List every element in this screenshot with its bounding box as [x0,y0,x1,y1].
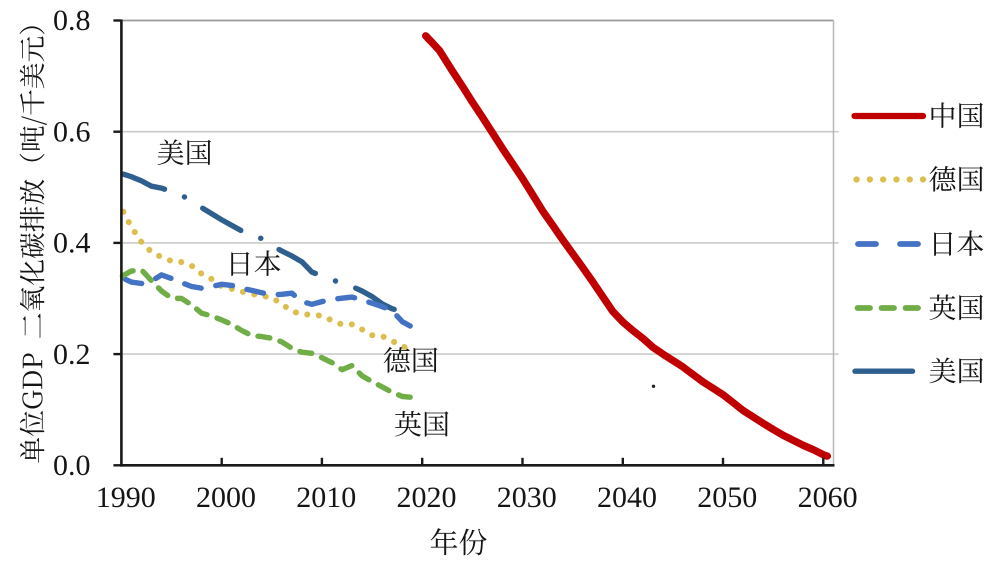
svg-text:2060: 2060 [798,481,858,514]
svg-text:2050: 2050 [697,481,757,514]
svg-text:0.2: 0.2 [53,338,91,371]
svg-text:1990: 1990 [96,481,156,514]
svg-text:2020: 2020 [397,481,457,514]
svg-text:2000: 2000 [196,481,256,514]
svg-text:0.8: 0.8 [53,4,91,37]
svg-text:2040: 2040 [597,481,657,514]
svg-text:2030: 2030 [497,481,557,514]
svg-text:0.6: 0.6 [53,115,91,148]
svg-text:2010: 2010 [296,481,356,514]
svg-text:0.4: 0.4 [53,227,91,260]
svg-text:0.0: 0.0 [53,449,91,482]
